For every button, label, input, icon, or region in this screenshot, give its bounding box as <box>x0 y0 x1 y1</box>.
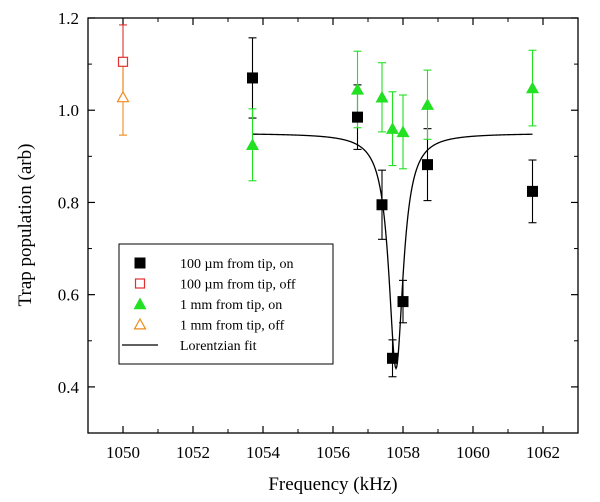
data-point <box>376 199 388 211</box>
legend-box <box>118 243 334 365</box>
legend-label: 1 mm from tip, on <box>180 298 282 313</box>
x-axis-label: Frequency (kHz) <box>268 474 397 495</box>
data-point <box>387 352 398 364</box>
data-point <box>526 81 539 94</box>
plot-frame <box>87 17 579 434</box>
legend: 100 µm from tip, on 100 µm from tip, off 1… <box>118 243 334 365</box>
data-point <box>116 90 130 103</box>
data-point <box>351 82 364 95</box>
x-tick-label: 1054 <box>246 443 281 462</box>
data-point <box>397 296 409 308</box>
x-tick-label: 1052 <box>176 443 210 462</box>
data-point <box>117 56 129 67</box>
lorentzian-fit-line <box>252 133 533 370</box>
x-tick-label: 1060 <box>456 443 490 462</box>
x-tick-label: 1050 <box>106 443 140 462</box>
x-tick-label: 1062 <box>526 443 560 462</box>
legend-label: Lorentzian fit <box>180 339 257 354</box>
legend-label: 1 mm from tip, off <box>180 319 285 334</box>
data-markers <box>116 56 539 364</box>
y-axis-label: Trap population (arb) <box>15 144 36 307</box>
data-point <box>375 90 389 103</box>
x-tick-label: 1058 <box>386 443 420 462</box>
data-point <box>527 185 538 197</box>
data-point <box>246 138 259 151</box>
legend-swatch <box>134 257 146 269</box>
data-point <box>396 125 410 138</box>
data-point <box>421 98 434 110</box>
y-tick-label: 0.8 <box>58 193 79 212</box>
x-ticks: 1050 1052 1054 1056 1058 1060 1062 <box>106 18 560 462</box>
legend-swatch <box>133 317 147 330</box>
legend-label: 100 µm from tip, off <box>180 278 296 293</box>
data-point <box>247 72 258 84</box>
data-point <box>386 122 399 134</box>
y-tick-label: 1.2 <box>58 9 79 28</box>
data-point <box>352 111 363 123</box>
legend-swatch <box>134 278 146 289</box>
legend-swatch <box>133 297 147 310</box>
y-tick-label: 0.6 <box>58 286 79 305</box>
y-ticks: 0.4 0.6 0.8 1.0 1.2 <box>58 9 578 434</box>
data-point <box>422 159 433 171</box>
y-tick-label: 0.4 <box>58 378 80 397</box>
y-tick-label: 1.0 <box>58 101 79 120</box>
x-tick-label: 1056 <box>316 443 350 462</box>
legend-label: 100 µm from tip, on <box>180 257 293 272</box>
